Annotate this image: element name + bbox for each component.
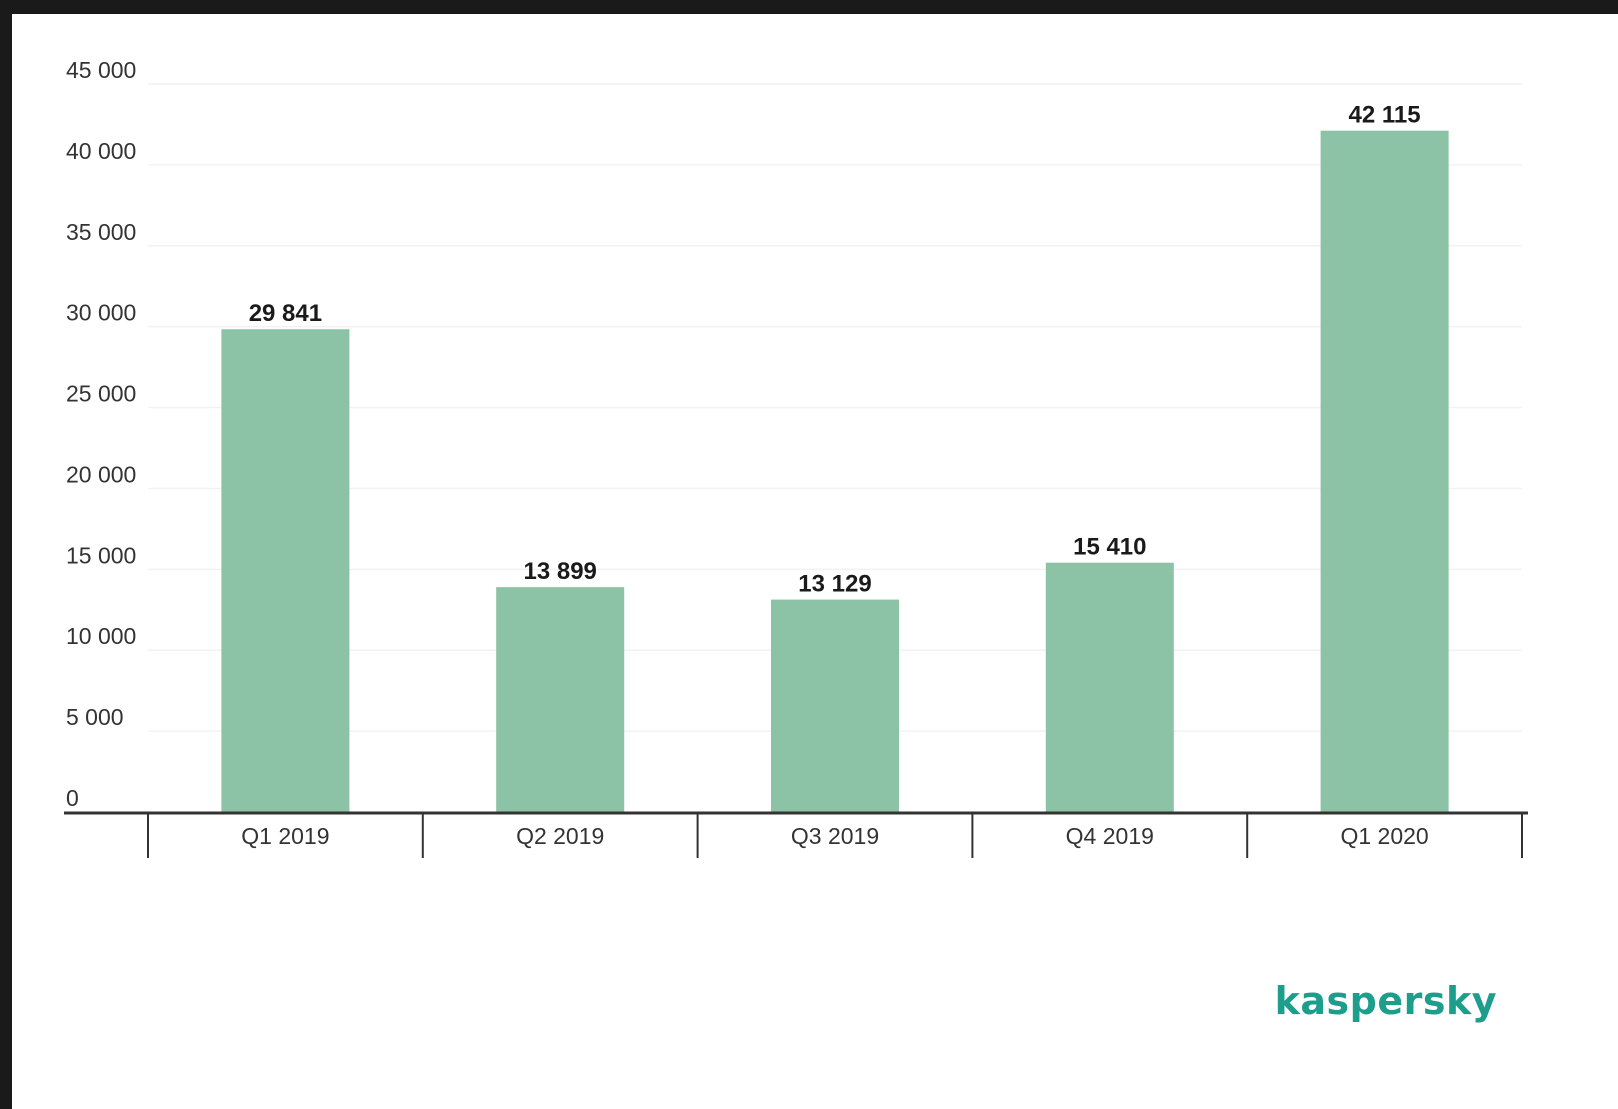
bar-chart: 0 5 000 10 000 15 000 20 000 25 000 30 000 35 0… bbox=[64, 57, 1528, 858]
chart-frame: 0 5 000 10 000 15 000 20 000 25 000 30 000 35 0… bbox=[12, 14, 1618, 1109]
x-tick-label: Q1 2019 bbox=[241, 823, 329, 849]
bar-q1-2019 bbox=[221, 329, 350, 812]
x-tick-label: Q1 2020 bbox=[1340, 823, 1428, 849]
data-label: 42 115 bbox=[1349, 102, 1421, 129]
y-tick-label: 15 000 bbox=[66, 542, 136, 568]
y-tick-label: 10 000 bbox=[66, 623, 136, 649]
data-label: 13 899 bbox=[523, 558, 596, 585]
data-label: 15 410 bbox=[1073, 534, 1146, 561]
y-tick-label: 40 000 bbox=[66, 138, 136, 164]
data-label: 29 841 bbox=[249, 300, 322, 327]
y-tick-label: 20 000 bbox=[66, 461, 136, 487]
y-tick-label: 35 000 bbox=[66, 219, 136, 245]
x-tick-label: Q2 2019 bbox=[516, 823, 604, 849]
y-tick-label: 0 bbox=[66, 785, 79, 811]
x-tick-label: Q4 2019 bbox=[1066, 823, 1154, 849]
y-tick-label: 5 000 bbox=[66, 704, 124, 730]
bar-q2-2019 bbox=[496, 587, 625, 812]
data-label: 13 129 bbox=[798, 571, 871, 598]
bar-q1-2020 bbox=[1320, 130, 1449, 813]
bar-q4-2019 bbox=[1045, 562, 1174, 812]
y-tick-label: 45 000 bbox=[66, 57, 136, 83]
bar-q3-2019 bbox=[771, 599, 899, 812]
x-tick-label: Q3 2019 bbox=[791, 823, 879, 849]
y-tick-label: 25 000 bbox=[66, 381, 136, 407]
y-tick-label: 30 000 bbox=[66, 300, 136, 326]
